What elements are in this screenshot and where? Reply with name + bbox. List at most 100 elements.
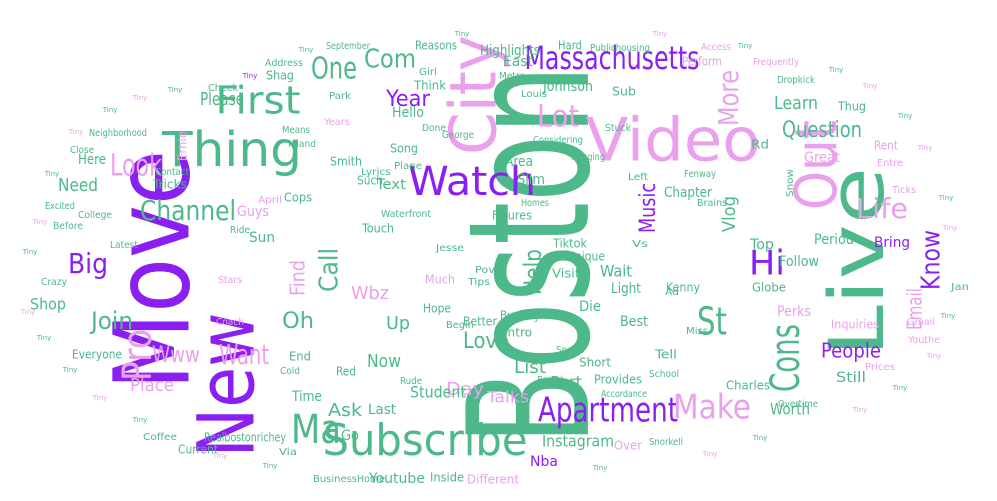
word-lot: Lot [537,100,579,135]
word-song: Song [390,142,418,156]
word-overtime: Overtime [778,399,818,410]
tiny-word: Tiny [298,46,314,54]
word-top: Top [749,237,774,253]
word-big: Big [68,247,108,280]
tiny-word: Tiny [652,30,668,38]
word-stuck: Stuck [605,123,632,134]
word-make: Make [673,388,751,428]
word-rent: Rent [874,139,898,153]
word-coffee: Coffee [143,432,178,443]
word-via: Via [279,447,297,458]
word-considering: Considering [533,135,583,146]
word-know: Know [917,230,947,290]
tiny-word: Tiny [737,42,753,50]
word-join: Join [89,307,133,335]
word-red: Red [336,365,356,379]
word-first: First [216,79,301,123]
word-want: Want [219,338,269,371]
word-sun: Sun [249,230,275,246]
word-provides: Provides [594,373,642,387]
word-area: Area [505,154,533,170]
tiny-word: Tiny [752,434,768,442]
tiny-word: Tiny [917,144,933,152]
word-question: Question [782,118,862,143]
word-vs: Vs [632,239,648,250]
word-college: College [78,210,112,221]
word-ma: Ma [291,407,341,453]
word-george: George [442,130,474,141]
tiny-word: Tiny [454,30,470,38]
tiny-word: Tiny [167,86,183,94]
word-begin: Begin [446,320,474,331]
word-new: New [182,313,272,458]
word-think: Think [413,79,447,93]
word-video: Video [586,106,761,176]
word-inland: Inland [288,139,316,150]
word-left: Left [628,172,649,183]
tiny-word: Tiny [262,462,278,470]
word-st: St [697,300,727,344]
tiny-word: Tiny [940,312,956,320]
word-email: Email [903,288,927,330]
word-done: Done [422,123,446,134]
word-snorkell: Snorkell [649,437,683,448]
word-channel: Channel [140,194,236,227]
word-check: Check [208,83,239,94]
word-such: Such [357,174,383,188]
word-go: Go [341,428,359,444]
word-jesse: Jesse [435,243,465,254]
word-cons: Cons [763,324,809,392]
word-current: Current [178,443,218,457]
word-music: Music [636,183,661,233]
word-vlog: Vlog [719,196,740,232]
word-hello: Hello [392,105,424,121]
word-johnson: Johnson [542,79,593,95]
tiny-word: Tiny [212,452,228,460]
word-homes: Homes [521,198,549,209]
word-text: Text [375,177,406,193]
word-one: One [311,52,357,87]
word-learn: Learn [774,93,818,114]
word-wbz: Wbz [351,283,389,304]
word-still: Still [836,370,866,386]
word-please: Please [200,89,244,110]
word-worth: Worth [770,400,810,419]
word-talks: Talks [486,388,529,407]
word-prices: Prices [865,362,895,373]
word-need: Need [58,175,98,196]
word-globe: Globe [752,281,786,295]
word-period: Period [814,232,854,248]
word-life: Life [856,192,908,225]
word-charles: Charles [726,379,770,393]
word-accordance: Accordance [601,389,647,400]
word-sports: Sports [556,345,584,356]
word-highlights: Highlights [480,43,540,59]
word-help: Help [519,249,547,295]
word-ask: Ask [328,400,363,421]
word-student: Student [410,383,466,402]
word-school: School [649,369,679,380]
word-cops: Cops [284,191,312,205]
word-people: People [821,339,881,363]
word-plane: Plane [394,161,423,172]
word-tell: Tell [654,348,677,362]
word-stars: Stars [218,275,242,286]
word-based: Based [537,375,563,386]
tiny-word: Tiny [36,334,52,342]
word-thug: Thug [837,100,866,114]
tiny-word: Tiny [68,128,84,136]
word-part: Part [550,373,582,392]
word-ride: Ride [230,225,250,236]
word-touch: Touch [361,222,394,236]
word-jan: Jan [950,282,969,293]
word-realbostonrichey: Realbostonrichey [204,431,287,445]
word-contact: Contact [155,167,189,178]
word-chapter: Chapter [664,185,713,201]
word-business: Business [313,474,357,485]
tiny-word: Tiny [828,66,844,74]
word-wait: Wait [600,262,632,281]
word-rd: Rd [751,138,769,152]
tiny-word: Tiny [942,224,958,232]
word-intro: Intro [504,326,532,340]
tiny-word: Tiny [132,416,148,424]
